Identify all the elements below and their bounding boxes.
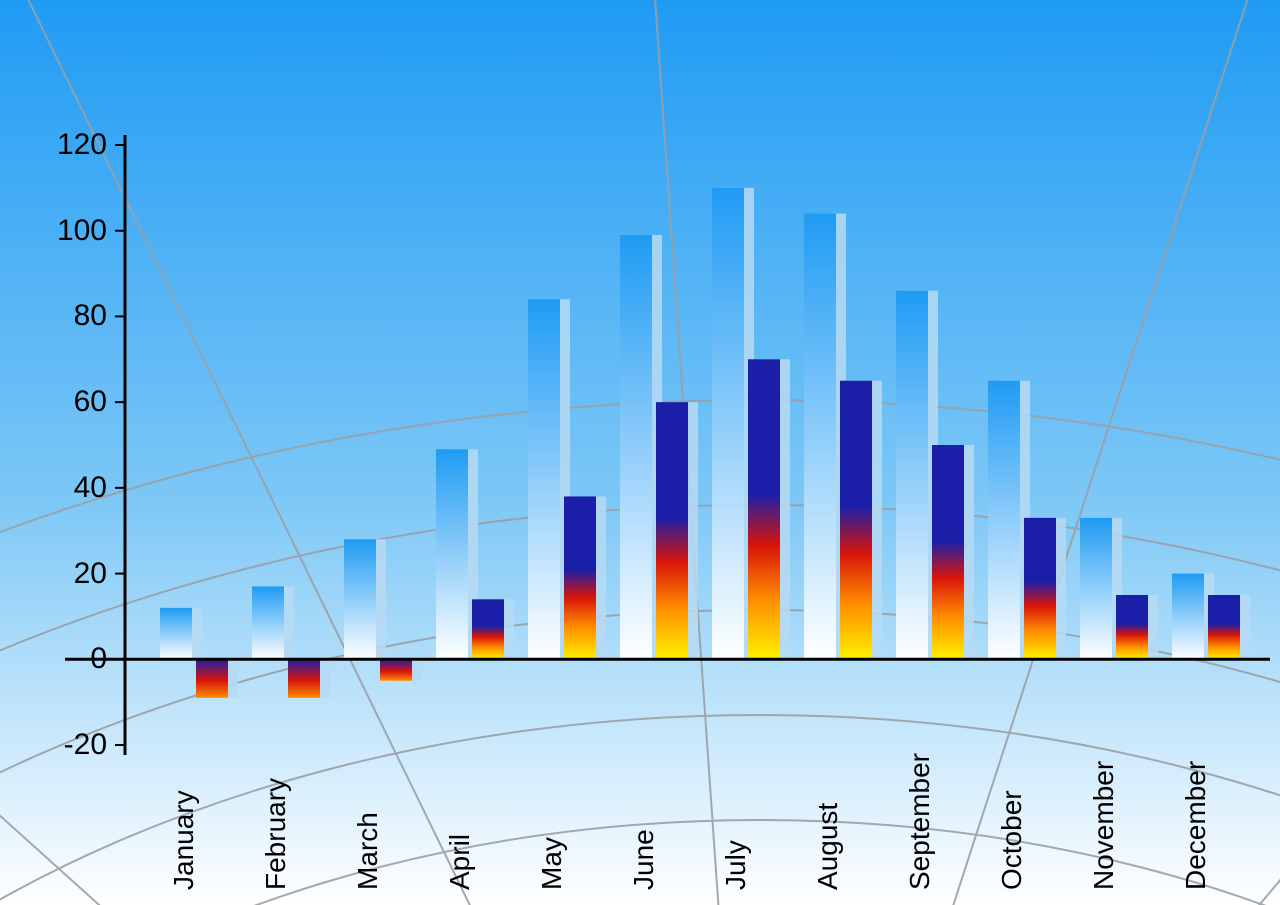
x-category-label: February [260, 778, 292, 890]
y-tick-label: 120 [57, 128, 107, 162]
x-category-label: January [168, 790, 200, 890]
series2-bar [288, 659, 320, 698]
series2-bar [656, 402, 688, 659]
series1-bar [620, 235, 652, 659]
series2-bar [472, 599, 504, 659]
series2-bar [1208, 595, 1240, 659]
series1-bar [988, 381, 1020, 660]
y-tick-label: 80 [74, 299, 107, 333]
y-tick-label: -20 [64, 728, 107, 762]
series1-bar [712, 188, 744, 659]
x-category-label: April [444, 834, 476, 890]
x-category-label: May [536, 837, 568, 890]
x-category-label: December [1180, 761, 1212, 890]
y-tick-label: 60 [74, 385, 107, 419]
series1-bar [1172, 574, 1204, 660]
series2-bar [748, 359, 780, 659]
series2-bar [1024, 518, 1056, 659]
x-category-label: November [1088, 761, 1120, 890]
y-tick-label: 40 [74, 471, 107, 505]
x-category-label: September [904, 753, 936, 890]
series2-bar [1116, 595, 1148, 659]
x-category-label: October [996, 790, 1028, 890]
series1-bar [160, 608, 192, 659]
series2-bar [564, 496, 596, 659]
chart-stage: -20 0 20 40 60 80 100 120 January February March Ap… [0, 0, 1280, 905]
y-tick-label: 100 [57, 214, 107, 248]
x-category-label: July [720, 840, 752, 890]
series1-bar [528, 299, 560, 659]
series2-bar [840, 381, 872, 660]
series2-bar [932, 445, 964, 659]
x-category-label: June [628, 829, 660, 890]
x-category-label: August [812, 803, 844, 890]
series1-bar [1080, 518, 1112, 659]
series2-bar [196, 659, 228, 698]
x-category-label: March [352, 812, 384, 890]
series2-bar [380, 659, 412, 680]
series1-bar [252, 586, 284, 659]
series1-bar [896, 291, 928, 660]
series1-bar [804, 214, 836, 660]
series1-bar [436, 449, 468, 659]
y-tick-label: 20 [74, 557, 107, 591]
y-tick-label: 0 [90, 642, 107, 676]
series1-bar [344, 539, 376, 659]
